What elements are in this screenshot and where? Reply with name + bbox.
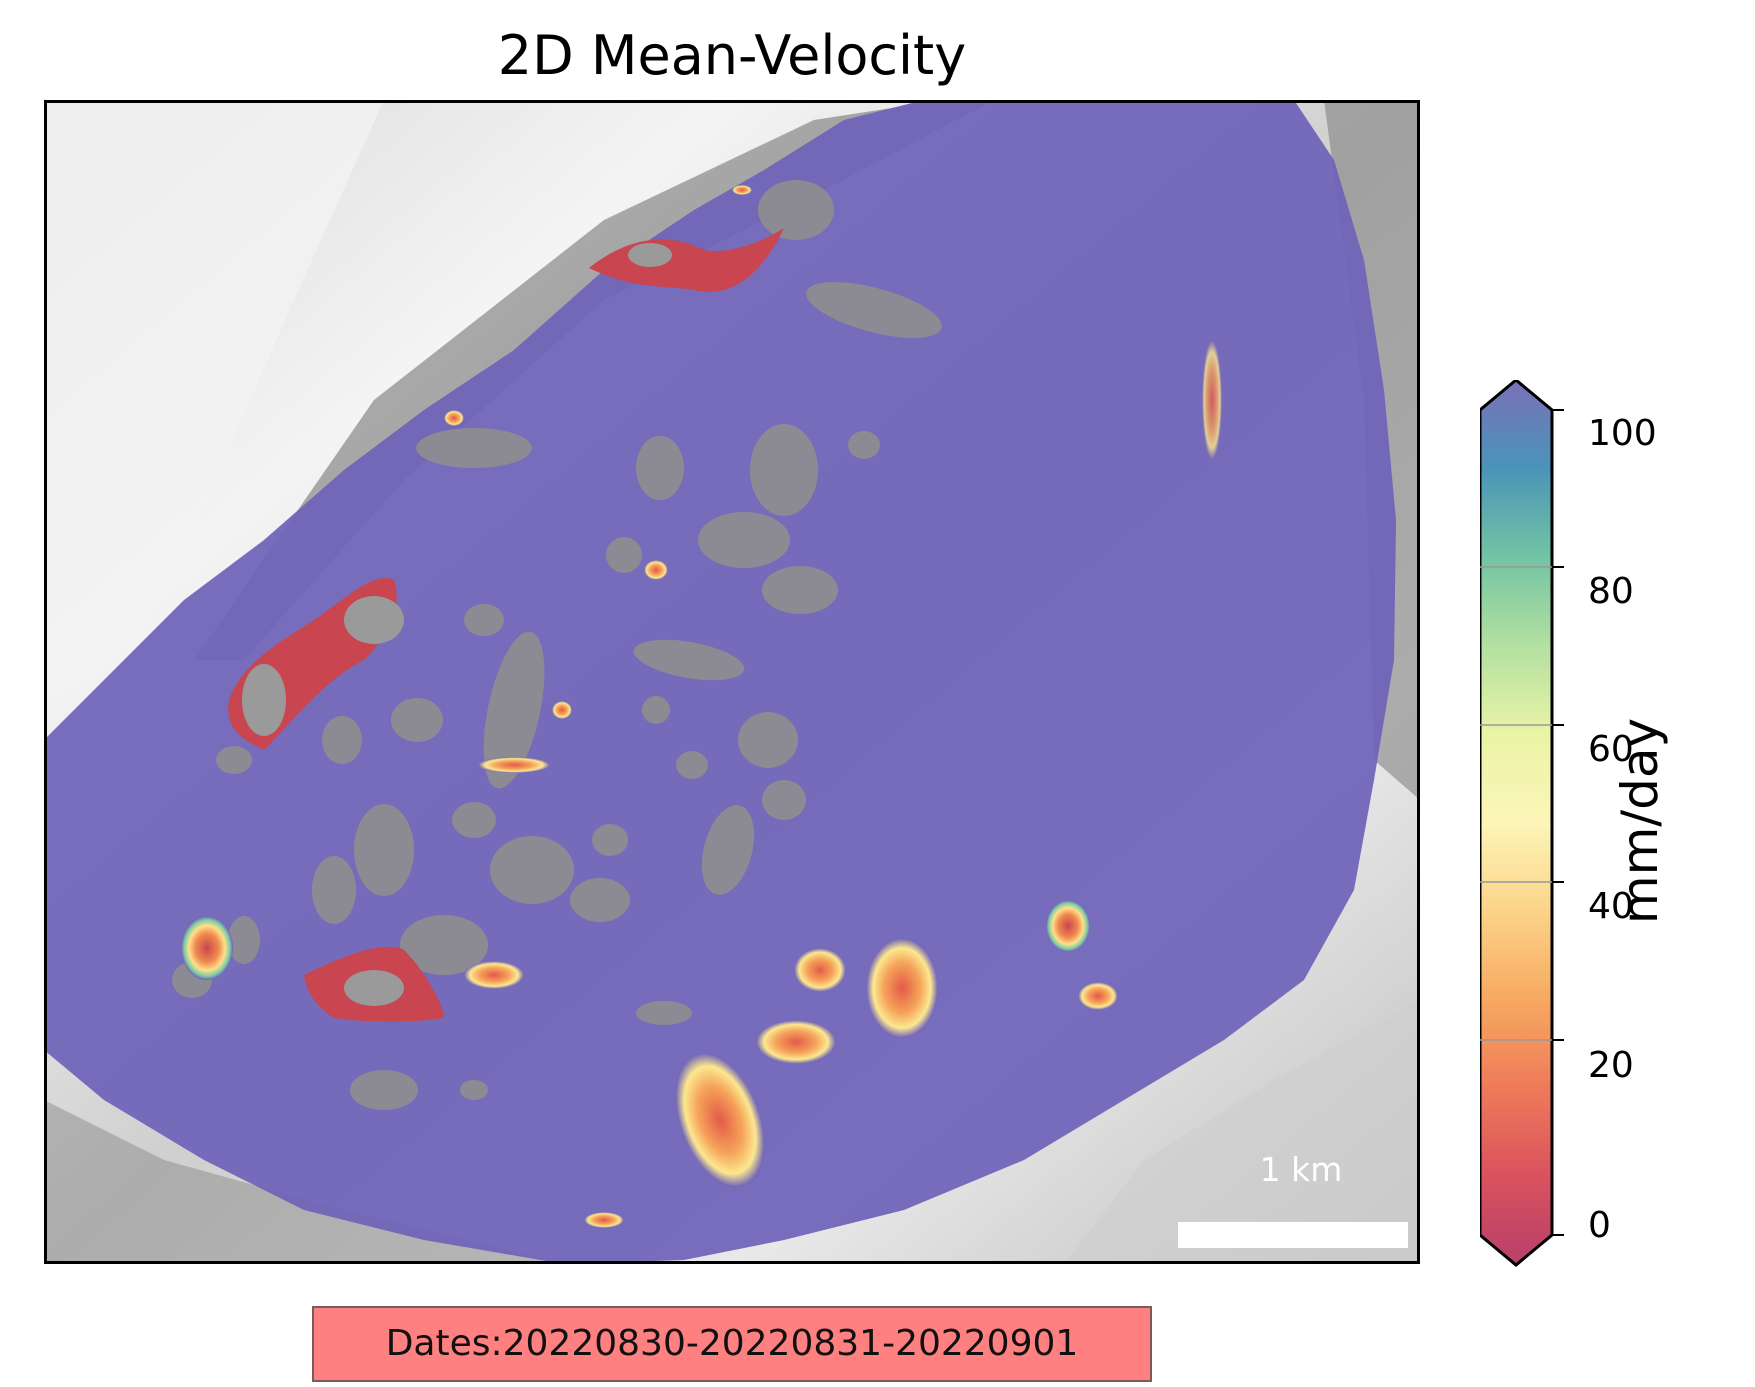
no-data-patches (172, 180, 942, 1110)
slope-southeast (1064, 1000, 1420, 1264)
colorbar-tick-40: 40 (1588, 886, 1634, 927)
colorbar-gradient (1480, 380, 1554, 1267)
map-frame (44, 100, 1420, 1264)
colorbar-ticks (1552, 409, 1564, 1236)
map-canvas (44, 100, 1420, 1264)
dates-box: Dates:20220830-20220831-20220901 (312, 1306, 1152, 1382)
ridge-shadow-southwest (44, 1100, 564, 1264)
colorbar-label: mm/day (1611, 717, 1669, 925)
colorbar-tick-80: 80 (1588, 571, 1634, 612)
velocity-hotspots (181, 185, 1222, 1228)
colorbar-tick-100: 100 (1588, 413, 1657, 454)
colorbar-gridlines (1480, 566, 1552, 1041)
colorbar-tick-0: 0 (1588, 1205, 1611, 1246)
velocity-map[interactable] (44, 100, 1420, 1264)
colorbar (1480, 380, 1564, 1267)
snow-slope-northwest (44, 100, 384, 700)
map-title: 2D Mean-Velocity (497, 24, 967, 87)
colorbar-tick-60: 60 (1588, 729, 1634, 770)
scale-bar-label: 1 km (1259, 1150, 1343, 1189)
scale-bar (1178, 1222, 1408, 1248)
colorbar-tick-20: 20 (1588, 1045, 1634, 1086)
